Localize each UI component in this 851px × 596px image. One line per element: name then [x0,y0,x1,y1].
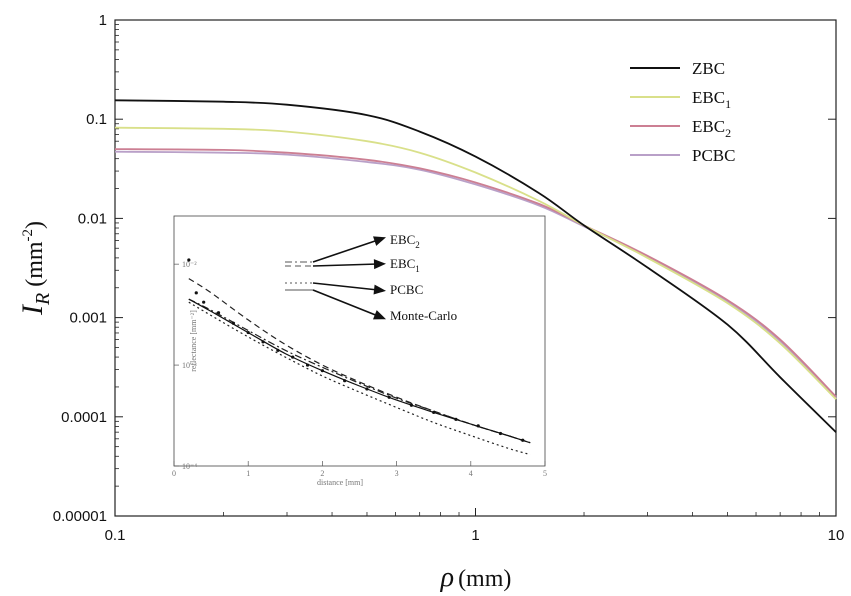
y-axis-symbol: I [16,303,49,316]
inset-legend-arrow [312,263,379,267]
y-axis-unit-close: ) [22,221,48,229]
x-axis-unit: (mm) [458,566,511,592]
y-tick-label: 1 [99,12,107,29]
inset-x-tick-label: 2 [320,469,324,478]
inset-data-point [343,379,347,383]
inset-series-lines [188,278,531,456]
inset-data-point [476,424,480,428]
inset-data-point [454,417,458,421]
x-axis-label: ρ (mm) [440,562,512,593]
inset-legend-label: PCBC [390,282,423,297]
y-tick-label: 0.01 [78,210,107,227]
inset-data-point [521,438,525,442]
inset-data-point [231,321,235,325]
inset-ticks: 0 1 2 3 4 5 10⁻² 10⁻³ 10⁻⁴ [172,260,547,478]
inset-x-label: distance [mm] [317,478,363,487]
inset-data-point [409,403,414,407]
y-axis-label: IR (mm-2) [16,221,54,316]
inset-data-points [187,258,525,442]
inset-legend-arrowhead [373,310,386,320]
series-line-ebc1 [114,126,837,400]
inset-data-point [498,431,503,436]
inset-data-point [387,395,391,399]
inset-data-point [432,410,436,414]
inset-legend: EBC2 EBC1 PCBC Monte-Carlo [285,232,457,323]
legend-label: EBC1 [692,88,731,111]
y-axis-unit: (mm [22,241,48,293]
inset-data-point [194,291,198,295]
legend-label-subscript: 1 [725,97,731,111]
main-series-lines [114,99,837,433]
inset-x-tick-label: 3 [395,469,399,478]
inset-legend-arrowhead [373,259,386,270]
inset-series-monte-carlo [188,298,531,444]
inset-x-tick-label: 0 [172,469,176,478]
inset-data-point [187,258,191,262]
y-tick-label: 0.1 [86,111,107,128]
inset-legend-label: Monte-Carlo [390,308,457,323]
x-axis-ticks: 0.1 1 10 [105,508,845,544]
inset-data-point [291,355,295,359]
y-axis-subscript: R [32,293,54,306]
inset-legend-arrowhead [373,284,386,295]
y-axis-unit-sup: -2 [20,229,36,242]
y-tick-label: 0.001 [69,310,107,327]
inset-x-tick-label: 4 [469,469,473,478]
inset-frame [173,215,546,467]
inset-y-tick-label: 10⁻³ [182,361,197,370]
y-axis-ticks: 1 0.1 0.01 0.001 0.0001 0.00001 [53,12,836,525]
inset-legend-label: EBC1 [390,256,420,274]
inset-legend-arrow [312,289,379,317]
legend-label: EBC2 [692,117,731,140]
x-tick-label: 1 [471,527,479,544]
inset-y-tick-label: 10⁻⁴ [182,462,197,471]
y-tick-label: 0.0001 [61,409,107,426]
legend-label: ZBC [692,59,725,78]
inset-data-point [305,363,310,367]
legend-label: PCBC [692,146,735,165]
series-line-ebc2 [114,148,837,398]
inset-legend-label: EBC2 [390,232,420,250]
inset-x-tick-label: 1 [246,469,250,478]
inset-data-point [276,348,280,352]
inset-data-point [365,387,369,391]
inset-chart: 0 1 2 3 4 5 10⁻² 10⁻³ 10⁻⁴ EBC2 EBC1 PCBC Monte-Car… [172,215,547,487]
y-tick-label: 0.00001 [53,508,107,525]
inset-legend-label-subscript: 2 [415,240,420,250]
inset-data-point [216,311,221,315]
inset-legend-arrow [312,239,379,263]
inset-series-pcbc [188,301,531,456]
x-tick-label: 0.1 [105,527,126,544]
x-tick-label: 10 [828,527,845,544]
inset-y-label: reflectance [mm⁻²] [189,310,198,372]
x-axis-symbol: ρ [440,562,454,593]
legend-label-subscript: 2 [725,126,731,140]
inset-data-point [202,300,206,304]
series-line-zbc [114,99,837,433]
inset-legend-arrowhead [373,236,386,246]
inset-data-point [261,340,265,344]
series-line-pcbc [114,150,837,399]
inset-data-point [320,369,324,373]
inset-x-tick-label: 5 [543,469,547,478]
inset-legend-arrow [312,282,379,291]
inset-legend-label-subscript: 1 [415,264,420,274]
legend: ZBC EBC1 EBC2 PCBC [630,59,735,165]
inset-data-point [246,330,250,335]
inset-y-tick-label: 10⁻² [182,260,197,269]
